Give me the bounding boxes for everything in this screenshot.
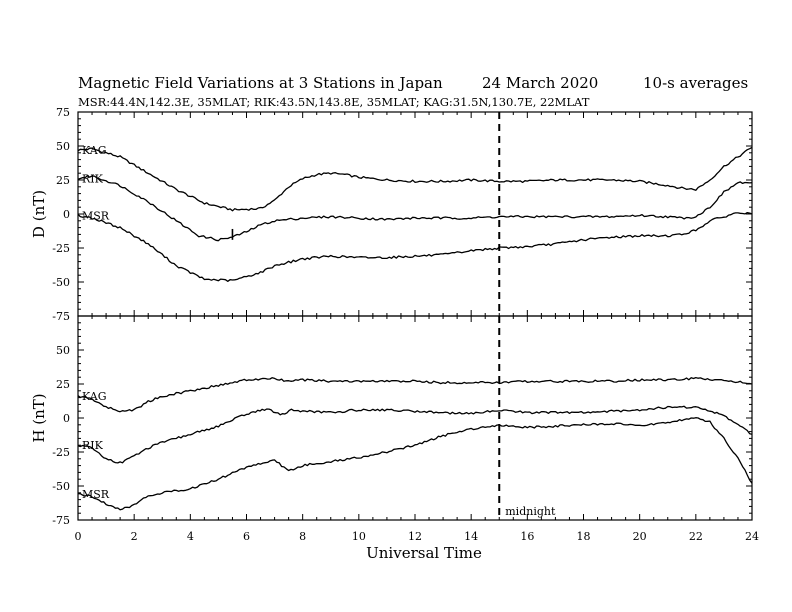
panel-frame-h bbox=[77, 315, 753, 521]
trace-d-msr bbox=[77, 211, 753, 282]
y-tick-label-d: -50 bbox=[52, 276, 70, 289]
y-tick-label-h: 25 bbox=[56, 378, 70, 391]
y-tick-label-d: -25 bbox=[52, 242, 70, 255]
trace-d-kag bbox=[77, 146, 753, 212]
x-tick-label: 22 bbox=[689, 530, 703, 543]
panel-frame-d bbox=[77, 111, 753, 317]
trace-d-rik bbox=[77, 175, 753, 242]
x-axis-label: Universal Time bbox=[366, 544, 482, 562]
series-label-d-msr: MSR bbox=[82, 209, 110, 222]
y-tick-label-h: -25 bbox=[52, 446, 70, 459]
chart-date: 24 March 2020 bbox=[482, 74, 598, 92]
x-tick-label: 24 bbox=[745, 530, 759, 543]
chart-averaging: 10-s averages bbox=[643, 74, 748, 92]
y-tick-label-h: -50 bbox=[52, 480, 70, 493]
y-tick-label-d: 75 bbox=[56, 106, 70, 119]
series-label-d-kag: KAG bbox=[82, 144, 107, 157]
stations-info: MSR:44.4N,142.3E, 35MLAT; RIK:43.5N,143.… bbox=[78, 95, 590, 109]
x-tick-label: 16 bbox=[520, 530, 534, 543]
series-label-h-msr: MSR bbox=[82, 488, 110, 501]
midnight-label: midnight bbox=[505, 505, 556, 518]
x-tick-label: 0 bbox=[75, 530, 82, 543]
y-tick-label-d: 0 bbox=[63, 208, 70, 221]
y-tick-label-d: 25 bbox=[56, 174, 70, 187]
y-tick-label-h: -75 bbox=[52, 514, 70, 527]
x-tick-label: 2 bbox=[131, 530, 138, 543]
x-tick-label: 12 bbox=[408, 530, 422, 543]
x-tick-label: 4 bbox=[187, 530, 194, 543]
x-tick-label: 10 bbox=[352, 530, 366, 543]
x-tick-label: 6 bbox=[243, 530, 250, 543]
trace-h-rik bbox=[77, 405, 753, 464]
x-tick-label: 18 bbox=[577, 530, 591, 543]
y-axis-label-h: H (nT) bbox=[30, 393, 48, 442]
y-tick-label-d: 50 bbox=[56, 140, 70, 153]
trace-h-kag bbox=[77, 376, 753, 413]
series-label-h-rik: RIK bbox=[82, 439, 104, 452]
chart-title: Magnetic Field Variations at 3 Stations … bbox=[78, 74, 443, 92]
series-label-d-rik: RIK bbox=[82, 173, 104, 186]
trace-h-msr bbox=[78, 417, 753, 511]
series-label-h-kag: KAG bbox=[82, 390, 107, 403]
x-tick-label: 8 bbox=[299, 530, 306, 543]
y-tick-label-h: 0 bbox=[63, 412, 70, 425]
x-tick-label: 20 bbox=[633, 530, 647, 543]
y-axis-label-d: D (nT) bbox=[30, 190, 48, 238]
y-tick-label-d: -75 bbox=[52, 310, 70, 323]
y-tick-label-h: 50 bbox=[56, 344, 70, 357]
x-tick-label: 14 bbox=[464, 530, 478, 543]
